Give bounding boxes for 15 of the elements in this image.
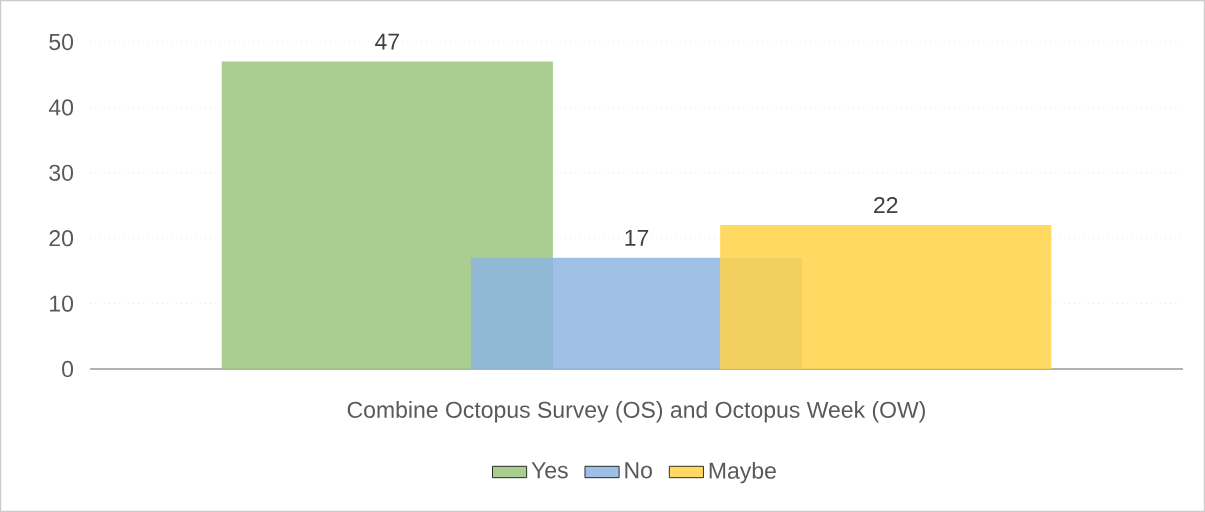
y-tick-label: 30 [49,164,74,181]
legend-label: Maybe [709,461,776,484]
legend-label: Yes [531,462,568,479]
y-tick-label: 20 [49,230,74,247]
legend-label: No [625,462,652,479]
data-label: 47 [375,33,399,50]
data-label: 22 [874,196,898,214]
bar [221,61,553,369]
y-tick-label: 50 [49,33,74,51]
data-label: 17 [625,229,649,246]
y-tick-label: 40 [48,99,74,116]
y-tick-label: 10 [50,295,74,312]
x-tick-label: Combine Octopus Survey (OS) and Octopus Week (OW) [347,401,925,423]
bar [720,225,1052,369]
y-tick-label: 0 [62,360,74,378]
